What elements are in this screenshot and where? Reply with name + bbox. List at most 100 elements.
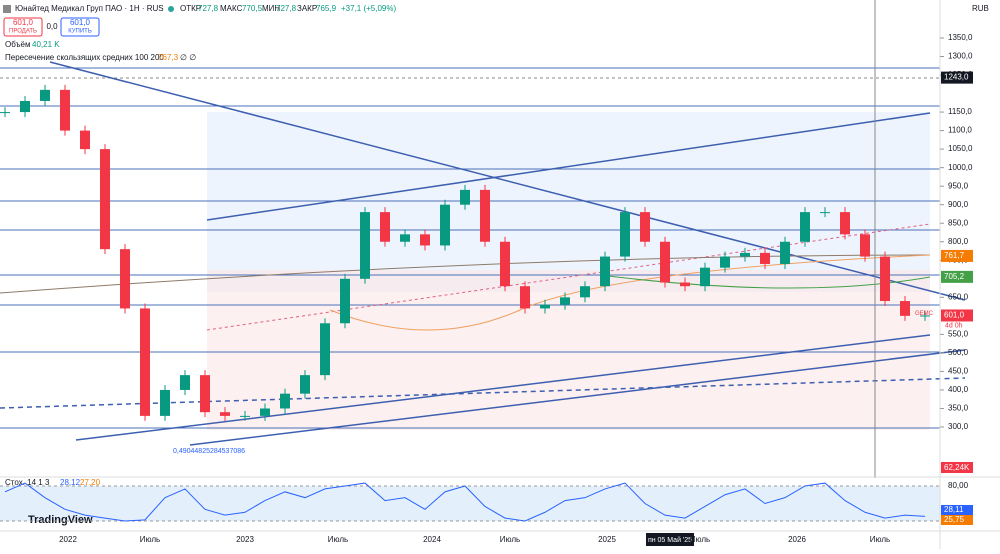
stoch-tick-label: 80,00 <box>948 481 969 490</box>
price-marker <box>941 249 973 262</box>
candle <box>160 389 170 416</box>
price-tick-label: 1350,0 <box>948 33 973 42</box>
price-tick-label: 450,0 <box>948 367 969 376</box>
candle <box>480 189 490 242</box>
symbol-icon <box>3 5 11 13</box>
stoch-label: Стох. 14 1 3 <box>5 478 50 487</box>
high-label: МАКС <box>220 4 243 13</box>
volume-tag-bg <box>941 462 973 473</box>
candle <box>200 375 210 413</box>
candle <box>820 212 830 214</box>
candle <box>880 256 890 302</box>
low: 727,8 <box>276 4 297 13</box>
symbol: Юнайтед Медикал Груп ПАО · 1Н · RUS <box>15 4 164 13</box>
candle <box>240 415 250 417</box>
volume-value: 40,21 K <box>32 40 60 49</box>
candle <box>540 304 550 309</box>
candle <box>660 241 670 283</box>
candle <box>520 286 530 309</box>
candles <box>0 84 930 421</box>
candle <box>900 301 910 316</box>
candle <box>500 241 510 287</box>
candle <box>300 375 310 394</box>
price-marker <box>941 71 973 84</box>
price-tick-label: 800,0 <box>948 237 969 246</box>
ma-extra: ∅ ∅ <box>180 53 196 62</box>
candle <box>640 212 650 242</box>
candle <box>780 241 790 264</box>
price-tick-label: 1050,0 <box>948 144 973 153</box>
stoch-k-tag: 28,11 <box>944 505 964 514</box>
volume-tag: 62,24K <box>944 463 970 472</box>
currency[interactable]: RUB <box>972 4 989 13</box>
price-tick-label: 650,0 <box>948 292 969 301</box>
candle <box>740 252 750 257</box>
candle <box>220 412 230 416</box>
price-tick-label: 300,0 <box>948 422 969 431</box>
time-label: 2023 <box>236 535 254 544</box>
candle <box>560 297 570 305</box>
time-label: Июль <box>870 535 890 544</box>
price-tick-label: 350,0 <box>948 404 969 413</box>
time-label: Июль <box>328 535 348 544</box>
low-label: МИН <box>262 4 280 13</box>
time-label: Июль <box>140 535 160 544</box>
candle <box>440 204 450 246</box>
trend-lines <box>0 61 966 446</box>
candle <box>320 323 330 376</box>
ma-cross-label: Пересечение скользящих средних 100 200 <box>5 53 164 62</box>
time-label: пн 05 Май '25 <box>648 536 692 544</box>
price-tick-label: 1150,0 <box>948 107 972 116</box>
stoch-k: 28,12 <box>60 478 81 487</box>
close-label: ЗАКР <box>297 4 317 13</box>
stoch-d-tag: 25,75 <box>944 515 965 524</box>
candle <box>140 308 150 416</box>
candle <box>620 212 630 257</box>
candle <box>100 149 110 250</box>
price-tick-label: 500,0 <box>948 348 969 357</box>
candle <box>360 212 370 279</box>
candle <box>20 100 30 113</box>
price-marker-label: 601,0 <box>944 311 965 320</box>
candle <box>60 89 70 131</box>
crosshair-date-bg <box>646 533 694 546</box>
price-marker-label: 705,2 <box>944 272 965 281</box>
candle <box>600 256 610 287</box>
price-tick-label: 850,0 <box>948 218 969 227</box>
candle <box>860 234 870 257</box>
candle <box>460 189 470 205</box>
time-label: Июль <box>690 535 710 544</box>
price-tick-label: 400,0 <box>948 385 969 394</box>
candle <box>420 234 430 246</box>
open: 727,8 <box>198 4 219 13</box>
time-label: 2026 <box>788 535 806 544</box>
volume-label: Объём <box>5 40 31 49</box>
time-label: 2025 <box>598 535 616 544</box>
candle <box>260 408 270 416</box>
time-label: Июль <box>500 535 520 544</box>
candle <box>340 278 350 324</box>
buy-label: КУПИТЬ <box>68 29 92 35</box>
spread: 0,0 <box>46 22 58 31</box>
open-label: ОТКР <box>180 4 201 13</box>
sell-price: 601,0 <box>13 18 34 27</box>
price-tick-label: 900,0 <box>948 200 969 209</box>
stoch-k-tag-bg <box>941 505 973 515</box>
price-tick-label: 1000,0 <box>948 163 973 172</box>
sell-button[interactable] <box>3 17 43 37</box>
channel-upper <box>207 112 930 292</box>
countdown: 4d 0h <box>945 322 963 329</box>
candle <box>920 315 930 317</box>
candle <box>720 256 730 268</box>
candle <box>800 212 810 242</box>
candle <box>760 252 770 264</box>
candle <box>280 393 290 409</box>
time-label: 2024 <box>423 535 441 544</box>
price-tick-label: 550,0 <box>948 329 969 338</box>
candle <box>580 286 590 298</box>
buy-button[interactable] <box>60 17 100 37</box>
candle <box>120 249 130 309</box>
fib-label: 0,49044825284537086 <box>173 448 245 455</box>
